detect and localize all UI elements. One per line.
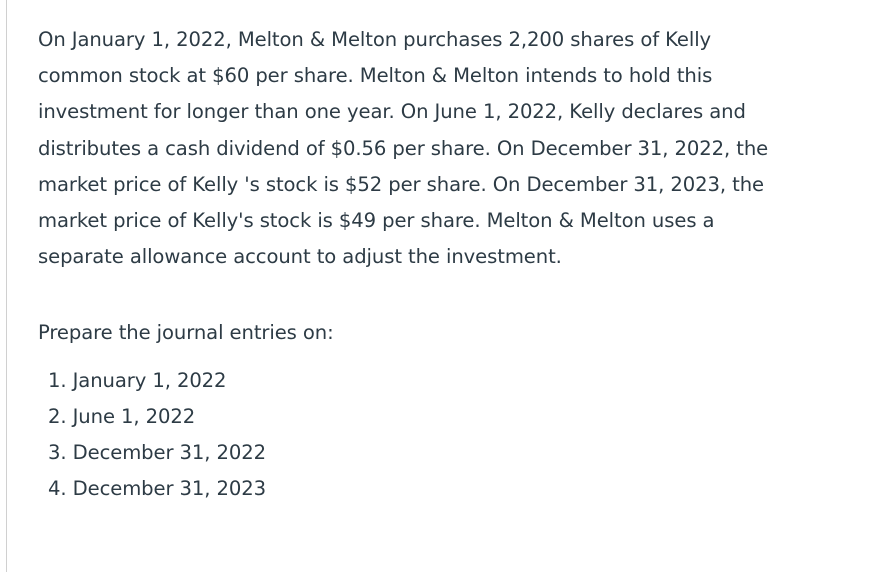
problem-line: market price of Kelly 's stock is $52 pe…: [38, 172, 764, 196]
problem-line: market price of Kelly's stock is $49 per…: [38, 209, 715, 233]
instruction-text: Prepare the journal entries on:: [38, 321, 334, 345]
problem-line: investment for longer than one year. On …: [38, 100, 746, 124]
problem-line: separate allowance account to adjust the…: [38, 245, 562, 269]
list-item: 2. June 1, 2022: [48, 405, 196, 429]
problem-line: common stock at $60 per share. Melton & …: [38, 64, 713, 88]
list-item: 1. January 1, 2022: [48, 369, 227, 393]
journal-entry-list: 1. January 1, 2022 2. June 1, 2022 3. De…: [38, 363, 868, 507]
problem-line: distributes a cash dividend of $0.56 per…: [38, 136, 769, 160]
problem-statement: On January 1, 2022, Melton & Melton purc…: [38, 22, 868, 275]
list-item: 4. December 31, 2023: [48, 477, 267, 501]
list-item: 3. December 31, 2022: [48, 441, 267, 465]
left-border: [6, 0, 7, 572]
problem-line: On January 1, 2022, Melton & Melton purc…: [38, 28, 712, 51]
question-content: On January 1, 2022, Melton & Melton purc…: [38, 22, 868, 507]
